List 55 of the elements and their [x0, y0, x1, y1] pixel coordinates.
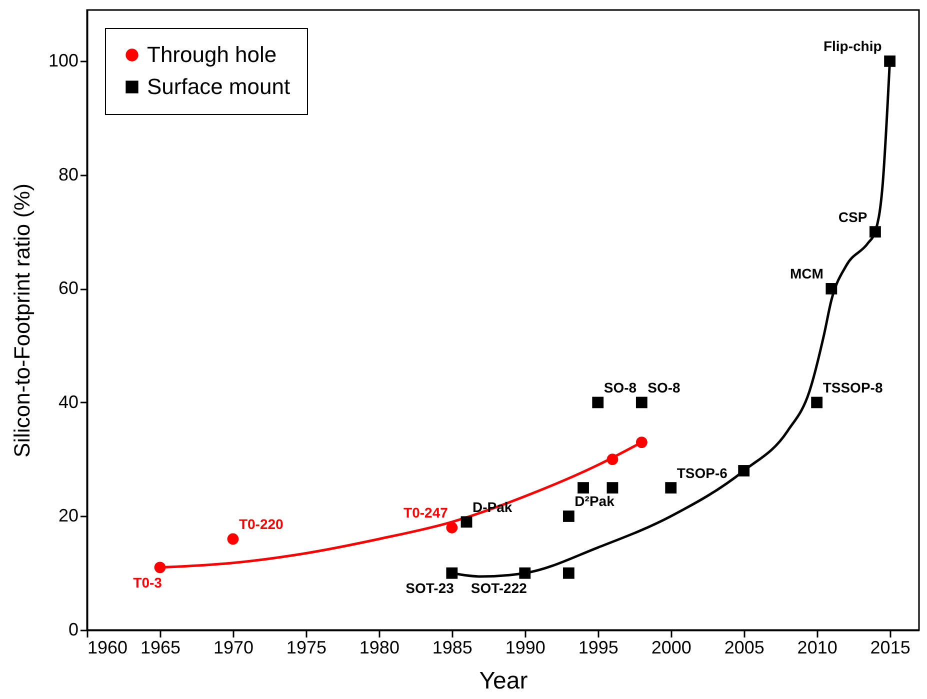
point — [606, 482, 618, 494]
annotation: T0-220 — [238, 516, 284, 532]
annotation: T0-247 — [404, 504, 448, 521]
point — [811, 396, 823, 408]
point — [738, 465, 750, 476]
point — [519, 567, 531, 579]
annotation: Flip-chip — [823, 38, 882, 54]
point — [446, 567, 458, 579]
x-tick-label: 1975 — [286, 638, 326, 658]
point — [606, 454, 618, 466]
point — [578, 482, 589, 494]
x-tick-label: 1990 — [505, 638, 546, 658]
point — [884, 55, 896, 67]
point — [665, 482, 677, 494]
x-tick-label: 1970 — [213, 638, 254, 658]
y-tick-label: 20 — [58, 506, 78, 526]
point — [562, 567, 574, 579]
annotation: SO-8 — [648, 379, 681, 396]
x-axis-title: Year — [479, 668, 528, 694]
legend-label: Through hole — [147, 42, 277, 67]
x-tick-label: 1960 — [88, 638, 128, 658]
x-tick-label: 1985 — [432, 638, 472, 658]
y-axis-title: Silicon-to-Footprint ratio (%) — [9, 184, 34, 458]
y-tick-label: 100 — [48, 50, 78, 71]
x-tick-label: 2015 — [870, 638, 910, 658]
annotation: D²Pak — [574, 493, 615, 510]
x-tick-label: 1995 — [578, 638, 618, 658]
annotation: MCM — [790, 266, 824, 282]
point — [562, 510, 574, 522]
y-tick-label: 60 — [58, 278, 78, 298]
annotation: SOT-23 — [406, 580, 454, 596]
point — [636, 436, 648, 448]
point — [592, 396, 604, 408]
annotation: SO-8 — [604, 379, 637, 396]
y-tick-label: 0 — [68, 620, 78, 640]
annotation: SOT-222 — [470, 580, 528, 596]
y-tick-label: 80 — [58, 164, 78, 184]
y-tick-label: 40 — [58, 392, 78, 412]
annotation: CSP — [838, 208, 868, 225]
point — [870, 226, 881, 238]
x-tick-label: 1980 — [359, 638, 400, 658]
point — [636, 396, 648, 408]
annotation: T0-3 — [133, 574, 162, 590]
x-tick-label: 2010 — [797, 638, 838, 658]
annotation: TSSOP-8 — [822, 379, 883, 396]
point — [460, 516, 472, 528]
legend-label: Surface mount — [147, 74, 290, 99]
x-tick-label: 2005 — [724, 638, 764, 658]
x-tick-label: 2000 — [651, 638, 692, 658]
annotation: TSOP-6 — [676, 464, 728, 481]
point — [446, 522, 458, 534]
point — [826, 283, 838, 294]
point — [154, 562, 166, 574]
x-tick-label: 1965 — [140, 638, 181, 658]
point — [227, 533, 239, 545]
